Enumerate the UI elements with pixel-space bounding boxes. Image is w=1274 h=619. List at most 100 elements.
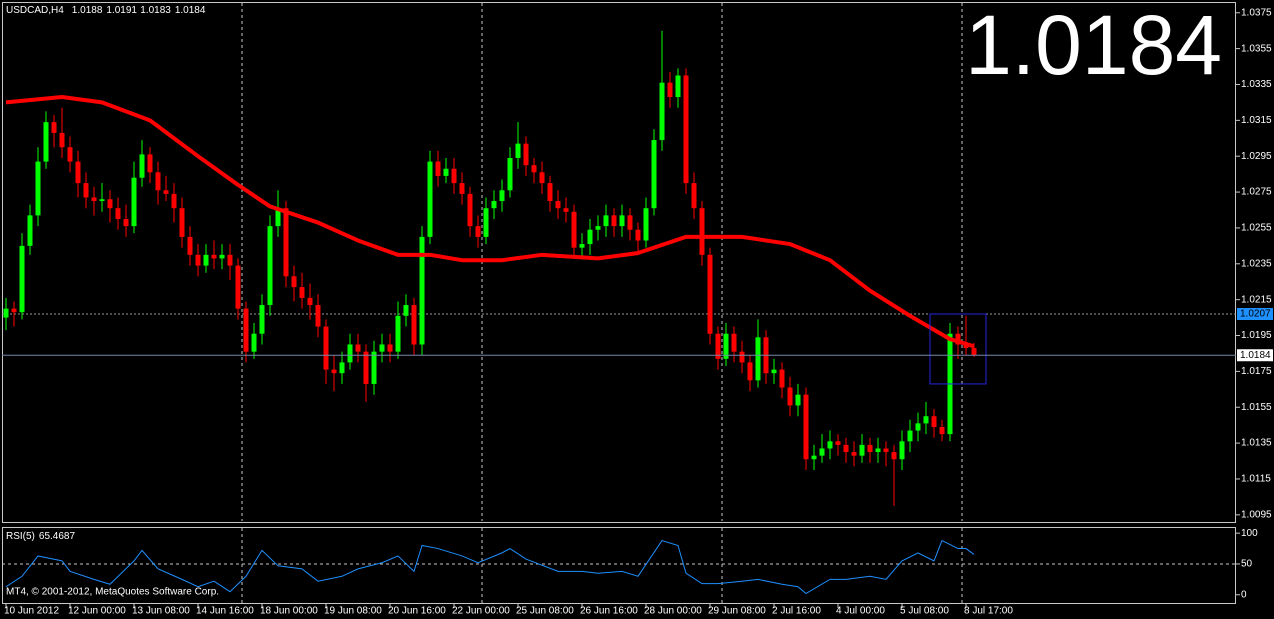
rsi-name: RSI(5) bbox=[6, 531, 35, 542]
candle-body bbox=[523, 143, 529, 166]
candle-body bbox=[603, 215, 609, 227]
x-tick-label: 25 Jun 08:00 bbox=[516, 606, 574, 617]
candle-body bbox=[923, 416, 929, 424]
candle-body bbox=[195, 254, 201, 266]
candle-body bbox=[251, 333, 257, 352]
rsi-value: 65.4687 bbox=[39, 531, 76, 542]
candle-body bbox=[323, 326, 329, 370]
candle-body bbox=[219, 254, 225, 259]
candle-body bbox=[915, 423, 921, 431]
candle-body bbox=[3, 308, 9, 318]
rsi-tick-label: 0 bbox=[1241, 589, 1247, 600]
candle-body bbox=[483, 208, 489, 237]
symbol: USDCAD,H4 bbox=[6, 5, 64, 16]
candle-body bbox=[899, 441, 905, 460]
candle-body bbox=[643, 208, 649, 241]
candle-body bbox=[91, 197, 97, 202]
y-tick-label: 1.0155 bbox=[1241, 402, 1272, 413]
y-tick-label: 1.0195 bbox=[1241, 330, 1272, 341]
candle-body bbox=[747, 362, 753, 381]
candle-body bbox=[827, 441, 833, 449]
candle-body bbox=[691, 183, 697, 209]
candle-body bbox=[75, 161, 81, 184]
candle-body bbox=[435, 161, 441, 176]
rsi-frame bbox=[2, 527, 1236, 604]
candle-body bbox=[411, 305, 417, 345]
candle-body bbox=[419, 236, 425, 345]
candle-body bbox=[187, 236, 193, 255]
candle-body bbox=[371, 351, 377, 384]
candle-body bbox=[331, 369, 337, 374]
x-tick-label: 20 Jun 16:00 bbox=[388, 606, 446, 617]
candle-body bbox=[555, 201, 561, 209]
y-tick-label: 1.0375 bbox=[1241, 7, 1272, 18]
rsi-label: RSI(5) 65.4687 bbox=[6, 531, 75, 542]
candle-body bbox=[283, 208, 289, 277]
candle-body bbox=[99, 199, 105, 202]
y-tick-label: 1.0315 bbox=[1241, 115, 1272, 126]
candle-body bbox=[467, 193, 473, 227]
header-price: 1.0191 bbox=[106, 5, 137, 16]
x-tick-label: 18 Jun 00:00 bbox=[260, 606, 318, 617]
candle-body bbox=[243, 308, 249, 352]
candle-body bbox=[931, 416, 937, 427]
candle-body bbox=[835, 441, 841, 445]
candle-body bbox=[163, 190, 169, 194]
x-tick-label: 13 Jun 08:00 bbox=[132, 606, 190, 617]
candle-body bbox=[355, 344, 361, 352]
y-tick-label: 1.0135 bbox=[1241, 438, 1272, 449]
y-tick-label: 1.0235 bbox=[1241, 258, 1272, 269]
bid-label: 1.0184 bbox=[1240, 350, 1271, 361]
candle-body bbox=[515, 143, 521, 158]
y-tick-label: 1.0115 bbox=[1241, 474, 1271, 485]
candle-body bbox=[595, 226, 601, 230]
candle-body bbox=[819, 448, 825, 456]
level-label-bg bbox=[1237, 308, 1273, 320]
candle-body bbox=[363, 351, 369, 384]
candle-body bbox=[627, 215, 633, 230]
candle-body bbox=[707, 254, 713, 334]
candle-body bbox=[459, 183, 465, 194]
candle-body bbox=[443, 168, 449, 176]
candle-body bbox=[859, 444, 865, 456]
candle-body bbox=[451, 168, 457, 184]
candle-body bbox=[539, 172, 545, 184]
candle-body bbox=[259, 305, 265, 334]
x-tick-label: 26 Jun 16:00 bbox=[580, 606, 638, 617]
y-tick-label: 1.0335 bbox=[1241, 79, 1272, 90]
candle-body bbox=[675, 75, 681, 98]
candle-body bbox=[563, 208, 569, 212]
y-tick-label: 1.0275 bbox=[1241, 187, 1272, 198]
rsi-tick-label: 50 bbox=[1241, 559, 1253, 570]
candle-body bbox=[683, 75, 689, 184]
candle-body bbox=[771, 369, 777, 374]
big-price: 1.0184 bbox=[965, 0, 1222, 92]
candle-body bbox=[387, 344, 393, 352]
candle-body bbox=[611, 215, 617, 227]
candle-body bbox=[299, 287, 305, 298]
bid-label-bg bbox=[1237, 349, 1273, 362]
candle-body bbox=[427, 161, 433, 237]
candle-body bbox=[883, 448, 889, 453]
candle-body bbox=[67, 147, 73, 162]
candle-body bbox=[27, 215, 33, 246]
candle-body bbox=[635, 229, 641, 241]
candle-body bbox=[339, 362, 345, 374]
candle-body bbox=[715, 333, 721, 359]
candle-body bbox=[491, 201, 497, 209]
candle-body bbox=[547, 183, 553, 202]
candle-body bbox=[867, 444, 873, 453]
y-tick-label: 1.0175 bbox=[1241, 366, 1272, 377]
y-tick-label: 1.0215 bbox=[1241, 294, 1272, 305]
candle-body bbox=[347, 344, 353, 363]
candle-body bbox=[739, 351, 745, 363]
x-tick-label: 4 Jul 00:00 bbox=[836, 606, 885, 617]
y-tick-label: 1.0095 bbox=[1241, 509, 1272, 520]
candle-body bbox=[235, 265, 241, 309]
main-frame bbox=[2, 2, 1236, 523]
candle-body bbox=[787, 387, 793, 406]
candle-body bbox=[139, 154, 145, 178]
candle-body bbox=[19, 245, 25, 313]
